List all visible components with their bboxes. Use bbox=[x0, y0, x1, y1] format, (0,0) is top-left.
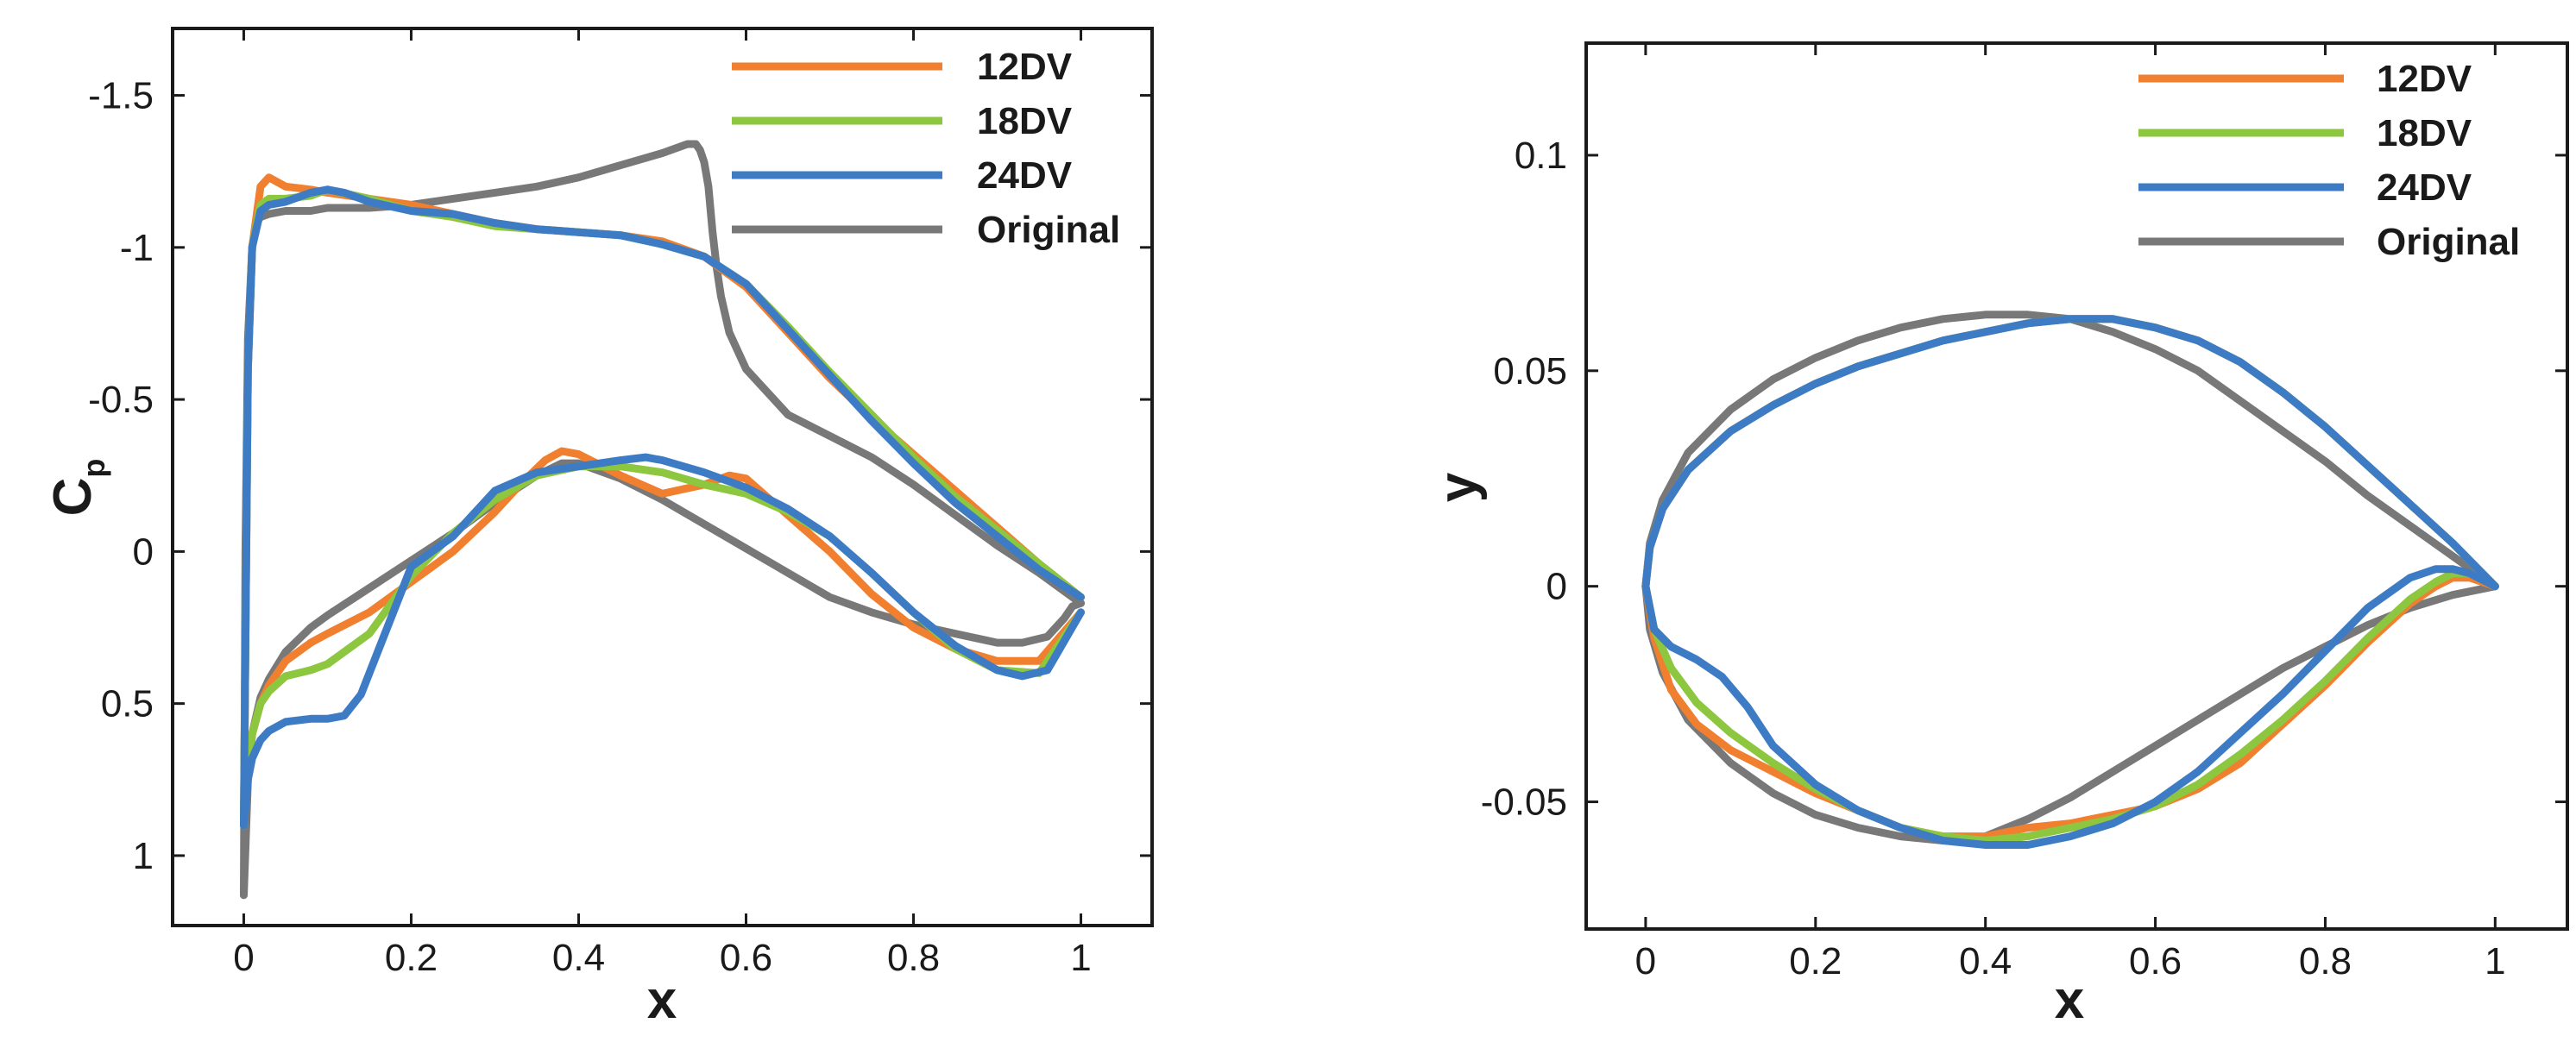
cp-x-tick-label: 0.6 bbox=[720, 937, 772, 979]
airfoil-legend-label-18dv: 18DV bbox=[2377, 112, 2472, 154]
airfoil-y-axis-label: y bbox=[1428, 472, 1488, 502]
cp-y-axis-label-sub: p bbox=[76, 459, 111, 478]
cp-series-original-upper bbox=[240, 140, 1085, 900]
airfoil-y-tick-label: 0.05 bbox=[1493, 350, 1567, 392]
airfoil-legend-label-original: Original bbox=[2377, 221, 2520, 263]
airfoil-x-axis-label: x bbox=[2055, 970, 2085, 1030]
airfoil-x-tick-label: 0.6 bbox=[2129, 940, 2182, 982]
airfoil-x-tick-label: 0.2 bbox=[1789, 940, 1842, 982]
cp-y-tick-label: -1.5 bbox=[88, 75, 154, 117]
airfoil-series-original-lower bbox=[1641, 582, 2499, 844]
cp-y-tick-label: 1 bbox=[133, 835, 154, 877]
cp-x-tick-label: 0.2 bbox=[385, 937, 438, 979]
cp-x-tick-label: 0.8 bbox=[887, 937, 940, 979]
cp-legend-label-12dv: 12DV bbox=[977, 46, 1073, 88]
airfoil-x-tick-label: 0 bbox=[1635, 940, 1656, 982]
airfoil-legend: 12DV 18DV 24DV Original bbox=[2138, 58, 2520, 263]
cp-series-24dv-upper bbox=[240, 185, 1085, 830]
airfoil-series-24dv-upper bbox=[1641, 315, 2499, 591]
airfoil-y-tick-label: 0.1 bbox=[1515, 135, 1567, 177]
cp-y-tick-label: 0 bbox=[133, 530, 154, 573]
airfoil-series-18dv-upper bbox=[1641, 315, 2499, 591]
cp-x-axis-label: x bbox=[647, 970, 677, 1030]
cp-legend-label-24dv: 24DV bbox=[977, 154, 1073, 197]
cp-chart: 0 0.2 0.4 0.6 0.8 1 -1.5 -1 -0.5 0 0.5 1 12DV 18DV 24… bbox=[43, 27, 1154, 1030]
cp-series-24dv-lower bbox=[240, 453, 1085, 830]
airfoil-chart: 0 0.2 0.4 0.6 0.8 1 -0.05 0 0.05 0.1 12DV 18DV 24DV… bbox=[1428, 41, 2569, 1030]
airfoil-y-tick-label: -0.05 bbox=[1481, 782, 1567, 824]
airfoil-y-tick-label: 0 bbox=[1546, 566, 1567, 608]
cp-y-axis-label-main: C bbox=[43, 478, 103, 517]
cp-legend: 12DV 18DV 24DV Original bbox=[732, 46, 1120, 251]
cp-legend-label-original: Original bbox=[977, 209, 1120, 251]
airfoil-series-24dv-lower bbox=[1641, 565, 2499, 849]
cp-y-tick-label: -1 bbox=[120, 227, 154, 269]
cp-y-axis-label: Cp bbox=[43, 459, 111, 517]
cp-y-tick-label: -0.5 bbox=[88, 379, 154, 421]
cp-series-original-lower bbox=[240, 459, 1085, 900]
airfoil-x-tick-label: 0.4 bbox=[1959, 940, 2012, 982]
cp-y-tick-label: 0.5 bbox=[101, 683, 154, 725]
airfoil-series-12dv-upper bbox=[1641, 315, 2499, 591]
cp-x-tick-label: 0.4 bbox=[552, 937, 605, 979]
airfoil-legend-label-12dv: 12DV bbox=[2377, 58, 2472, 100]
airfoil-plot-frame bbox=[1584, 41, 2569, 931]
airfoil-series-18dv-lower bbox=[1641, 569, 2499, 844]
airfoil-legend-label-24dv: 24DV bbox=[2377, 166, 2472, 209]
cp-plot-frame bbox=[171, 27, 1154, 927]
cp-legend-label-18dv: 18DV bbox=[977, 100, 1073, 142]
svg-text:Cp: Cp bbox=[43, 459, 111, 517]
cp-x-tick-label: 1 bbox=[1070, 937, 1091, 979]
airfoil-x-tick-label: 0.8 bbox=[2299, 940, 2352, 982]
cp-x-tick-label: 0 bbox=[233, 937, 254, 979]
airfoil-series-original-upper bbox=[1641, 311, 2499, 591]
cp-series-12dv-lower bbox=[240, 447, 1085, 830]
airfoil-x-tick-label: 1 bbox=[2485, 940, 2505, 982]
